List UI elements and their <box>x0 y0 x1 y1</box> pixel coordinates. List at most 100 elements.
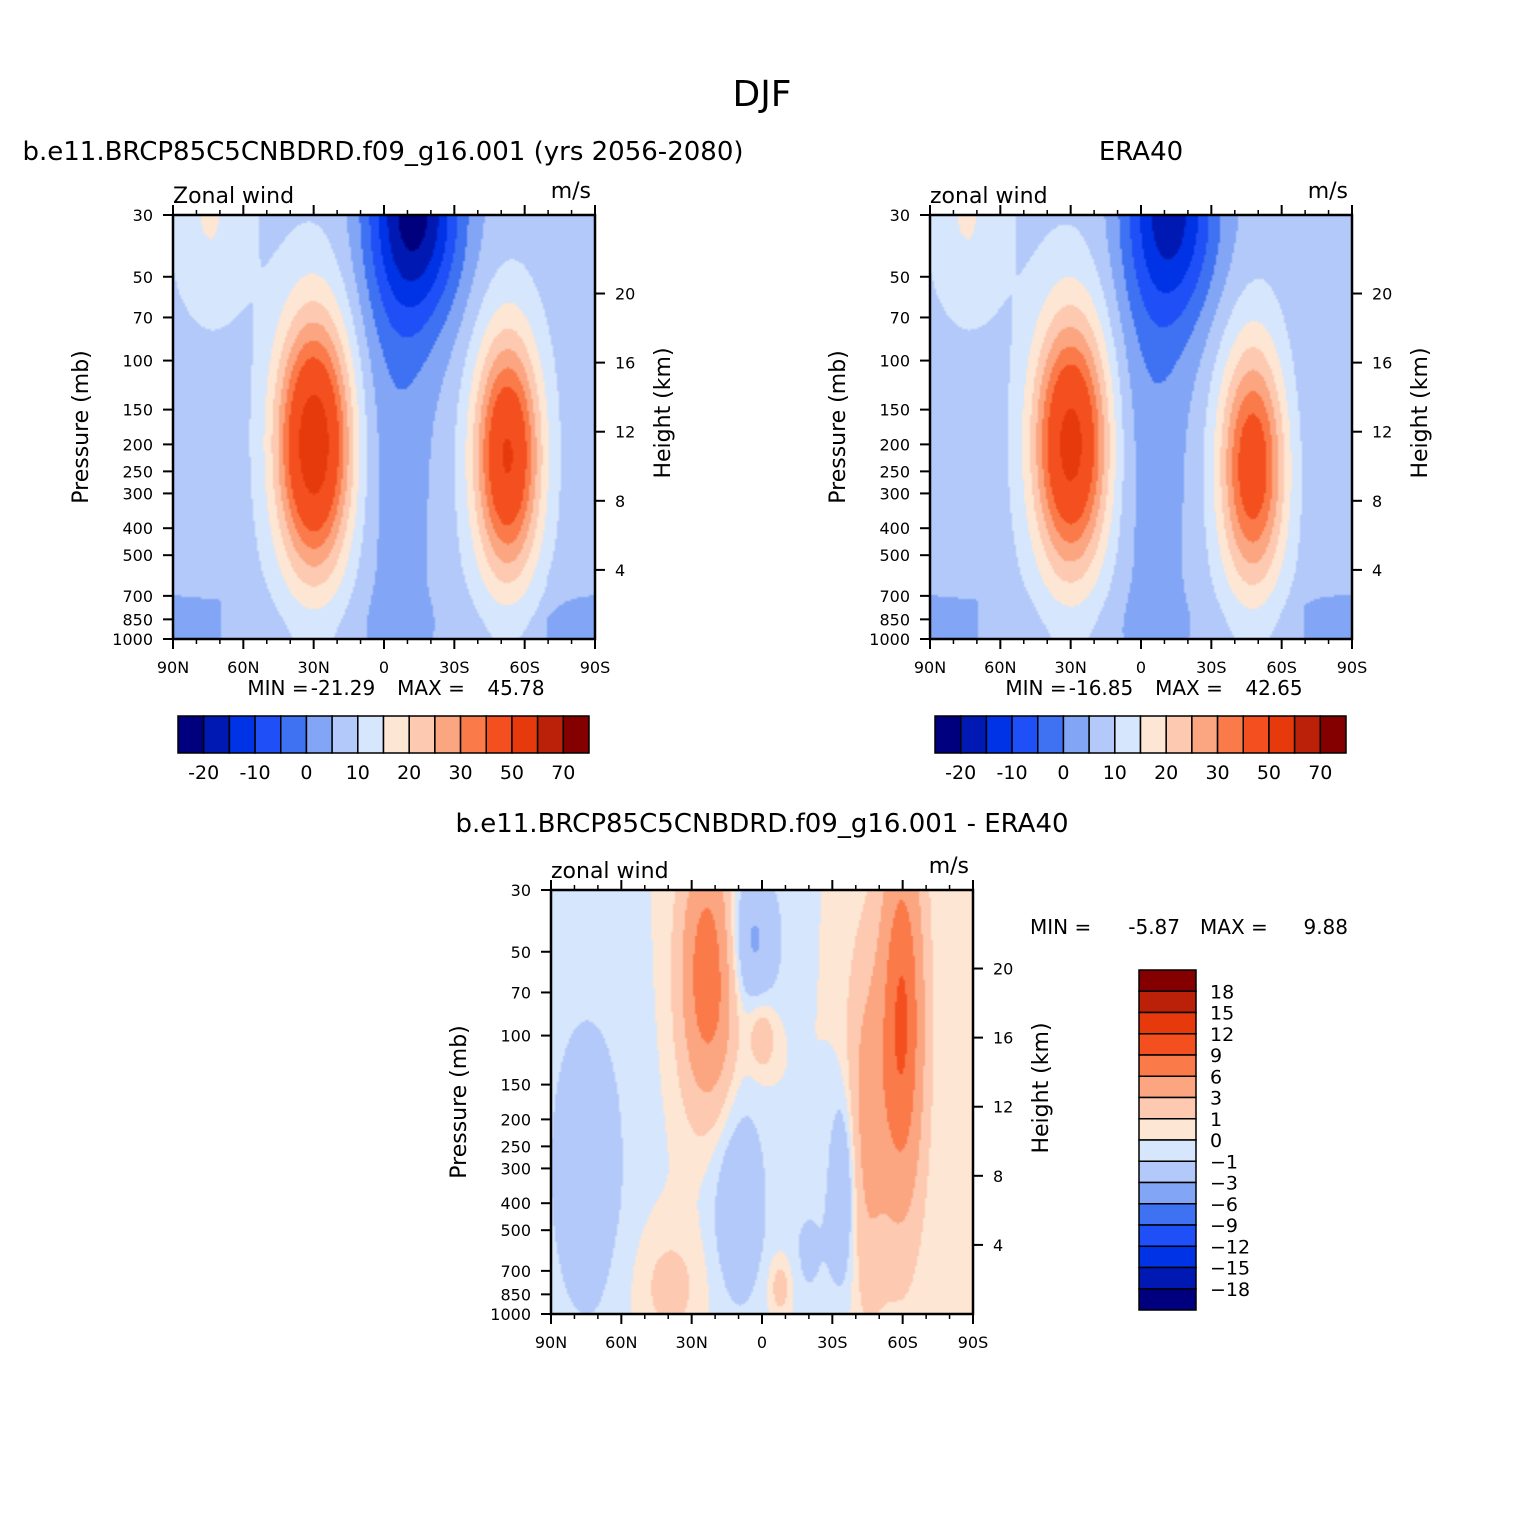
colorbar-box <box>1011 715 1039 754</box>
y-tick-label: 150 <box>500 1076 531 1095</box>
colorbar-box <box>1191 715 1219 754</box>
colorbar-box <box>1138 1160 1197 1184</box>
max-label: MAX = <box>1200 915 1268 939</box>
min-label: MIN = <box>1005 676 1066 700</box>
max-value: 9.88 <box>1303 915 1348 939</box>
y-tick-label: 200 <box>500 1110 531 1129</box>
x-tick-label: 60S <box>509 658 540 677</box>
y-tick-label: 70 <box>133 308 153 327</box>
colorbar-box <box>1293 715 1322 754</box>
y-right-tick-label: 4 <box>993 1236 1003 1255</box>
colorbar-box <box>562 715 590 754</box>
y-axis-label: Pressure (mb) <box>826 350 851 504</box>
y-right-tick-label: 4 <box>1372 561 1382 580</box>
colorbar-label: 50 <box>1257 762 1281 784</box>
y-tick-label: 300 <box>879 484 910 503</box>
colorbar-box <box>934 715 962 754</box>
colorbar-box <box>408 715 436 754</box>
y-right-tick-label: 20 <box>615 285 635 304</box>
y-right-tick-label: 12 <box>993 1098 1013 1117</box>
y-tick-label: 30 <box>890 206 910 225</box>
left-string: Zonal wind <box>173 184 294 209</box>
x-tick-label: 30S <box>817 1333 848 1352</box>
panel-1-title: b.e11.BRCP85C5CNBDRD.f09_g16.001 (yrs 20… <box>22 137 743 167</box>
y-tick-label: 1000 <box>869 630 910 649</box>
colorbar-box <box>536 715 565 754</box>
min-label: MIN = <box>1030 915 1091 939</box>
right-string: m/s <box>1308 179 1348 204</box>
y-tick-label: 30 <box>133 206 153 225</box>
y-right-tick-label: 16 <box>993 1029 1013 1048</box>
min-label: MIN = <box>247 676 308 700</box>
y-tick-label: 50 <box>890 268 910 287</box>
x-tick-label: 90N <box>914 658 946 677</box>
y-tick-label: 100 <box>122 352 153 371</box>
x-tick-label: 60N <box>984 658 1016 677</box>
colorbar-label: −6 <box>1210 1194 1238 1216</box>
x-tick-label: 60S <box>1266 658 1297 677</box>
colorbar-label: 50 <box>500 762 524 784</box>
colorbar-label: 30 <box>1205 762 1229 784</box>
x-tick-label: 0 <box>1136 658 1146 677</box>
y-axis-label: Pressure (mb) <box>447 1025 472 1179</box>
colorbar-box <box>511 715 539 754</box>
y-tick-label: 1000 <box>490 1305 531 1324</box>
colorbar-box <box>434 715 462 754</box>
colorbar-label: −12 <box>1210 1236 1250 1258</box>
x-tick-label: 30N <box>1055 658 1087 677</box>
y-right-tick-label: 8 <box>615 492 625 511</box>
panel-1-plot: 90N 60N 30N 0 30S 60S 90S305070100150200250300… <box>69 179 676 784</box>
colorbar-box <box>280 715 308 754</box>
colorbar-box <box>1138 1245 1197 1269</box>
y-right-tick-label: 12 <box>1372 423 1392 442</box>
colorbar-label: 70 <box>551 762 575 784</box>
y-tick-label: 100 <box>879 352 910 371</box>
y-tick-label: 400 <box>879 519 910 538</box>
y-tick-label: 30 <box>511 881 531 900</box>
colorbar-box <box>485 715 513 754</box>
colorbar-box <box>1138 1054 1197 1077</box>
colorbar-label: 0 <box>1057 762 1069 784</box>
x-tick-label: 90S <box>958 1333 989 1352</box>
y-tick-label: 70 <box>890 308 910 327</box>
x-tick-label: 60N <box>605 1333 637 1352</box>
y-tick-label: 300 <box>500 1159 531 1178</box>
colorbar-box <box>177 715 205 754</box>
colorbar-box <box>331 715 359 754</box>
colorbar-label: 3 <box>1210 1088 1222 1110</box>
colorbar-box <box>1138 1011 1197 1035</box>
y-tick-label: 50 <box>133 268 153 287</box>
colorbar-label: −18 <box>1210 1279 1250 1301</box>
panel-2-plot: 90N 60N 30N 0 30S 60S 90S305070100150200250300… <box>826 179 1433 784</box>
contour-field <box>173 215 595 639</box>
x-tick-label: 90N <box>157 658 189 677</box>
x-tick-label: 0 <box>379 658 389 677</box>
colorbar-box <box>1138 1139 1197 1162</box>
colorbar-label: -10 <box>997 762 1028 784</box>
colorbar-box <box>1268 715 1296 754</box>
x-tick-label: 60S <box>887 1333 918 1352</box>
colorbar-box <box>254 715 282 754</box>
colorbar-box <box>1138 1266 1197 1290</box>
colorbar-label: 6 <box>1210 1066 1222 1088</box>
colorbar-box <box>1138 1118 1197 1141</box>
colorbar-label: -20 <box>945 762 976 784</box>
x-tick-label: 30S <box>1196 658 1227 677</box>
y-tick-label: 500 <box>500 1221 531 1240</box>
max-label: MAX = <box>397 676 465 700</box>
y-tick-label: 100 <box>500 1027 531 1046</box>
colorbar-box <box>357 715 385 754</box>
y-tick-label: 500 <box>122 546 153 565</box>
colorbar-box <box>228 715 256 754</box>
colorbar-box <box>1088 715 1116 754</box>
x-tick-label: 30N <box>676 1333 708 1352</box>
colorbar-box <box>202 715 231 754</box>
x-tick-label: 60N <box>227 658 259 677</box>
colorbar-box <box>1114 715 1142 754</box>
y-right-axis-label: Height (km) <box>651 347 676 478</box>
colorbar-box <box>1062 715 1090 754</box>
max-value: 45.78 <box>487 676 544 700</box>
y-axis-label: Pressure (mb) <box>69 350 94 504</box>
colorbar-label: 0 <box>300 762 312 784</box>
